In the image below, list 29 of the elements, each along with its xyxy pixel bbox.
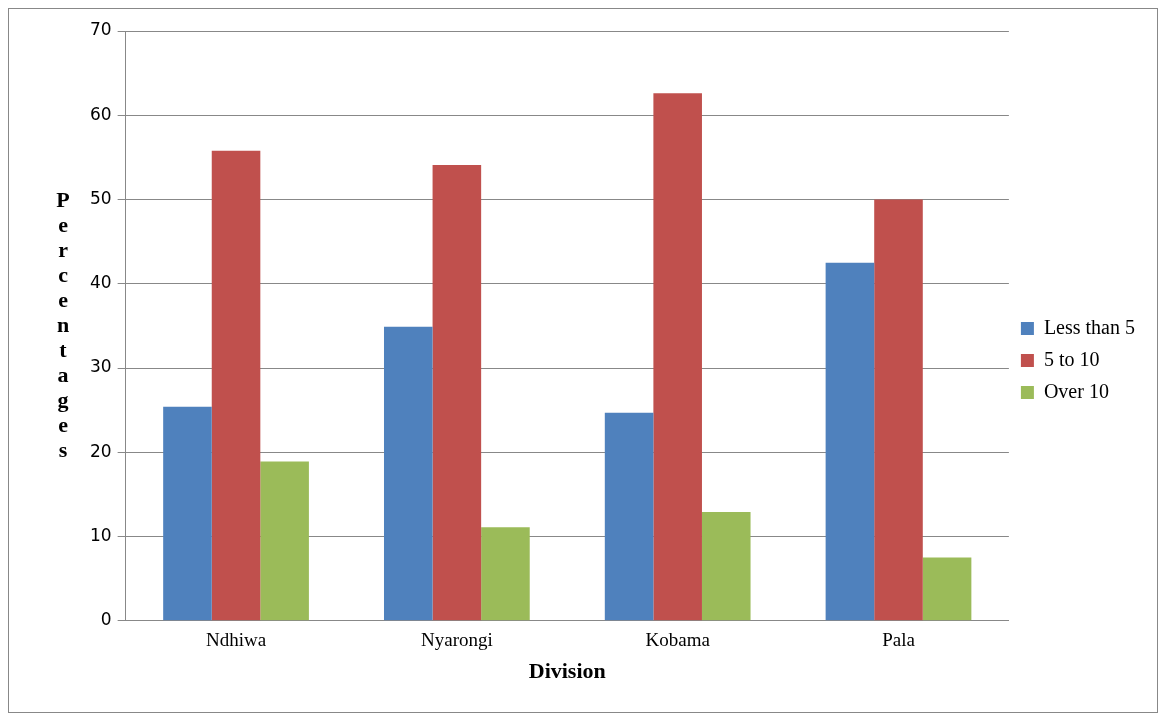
x-axis-title: Division (528, 658, 606, 684)
bar (653, 93, 702, 621)
bar (825, 262, 875, 621)
bar (163, 406, 212, 621)
bar (211, 150, 261, 621)
text: Percentages (56, 186, 70, 462)
legend-label: 5 to 10 (1043, 347, 1100, 370)
x-tick-label: Pala (882, 629, 916, 651)
bar (432, 164, 482, 621)
bar (260, 461, 309, 621)
bar (383, 326, 433, 621)
x-tick-label: Ndhiwa (205, 629, 267, 651)
y-tick-label: 10 (89, 524, 112, 545)
x-tick-label: Kobama (645, 629, 711, 651)
legend-label: Over 10 (1043, 379, 1109, 402)
bar (874, 199, 923, 621)
bar (701, 512, 751, 621)
y-tick-label: 70 (89, 19, 112, 40)
bar (481, 527, 530, 621)
y-tick-label: 60 (89, 103, 112, 124)
legend-label: Less than 5 (1043, 315, 1135, 338)
x-tick-label: Nyarongi (420, 629, 493, 651)
y-tick-label: 40 (89, 272, 112, 293)
y-tick-label: 0 (100, 609, 112, 630)
bar (922, 557, 972, 621)
bar (604, 412, 654, 621)
y-tick-label: 50 (89, 187, 112, 208)
y-tick-label: 30 (89, 356, 112, 377)
y-tick-label: 20 (89, 440, 112, 461)
